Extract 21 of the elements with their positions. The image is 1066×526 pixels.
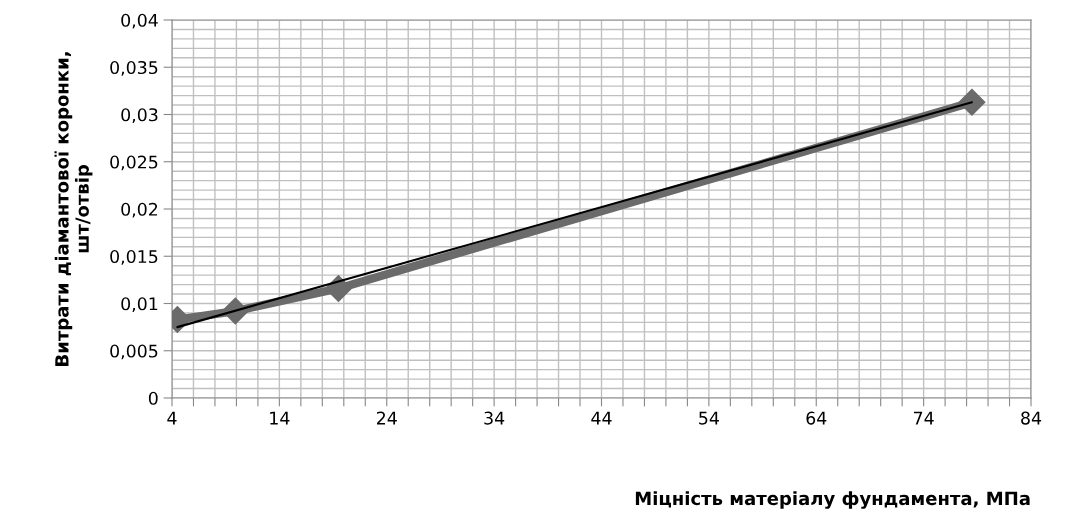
- y-axis-title: Витрати діамантової коронки, шт/отвір: [54, 52, 93, 366]
- x-tick-label: 4: [167, 411, 177, 425]
- y-tick-label: 0,015: [110, 249, 158, 265]
- x-tick-label: 54: [699, 411, 719, 425]
- x-tick-label: 64: [806, 411, 827, 425]
- x-tick-label: 44: [591, 411, 612, 425]
- y-tick-label: 0,01: [121, 297, 158, 313]
- x-tick-label: 24: [376, 411, 397, 425]
- y-tick-label: 0,035: [110, 60, 158, 76]
- x-tick-label: 34: [484, 411, 505, 425]
- y-tick-label: 0,04: [121, 13, 158, 29]
- x-tick-label: 74: [914, 411, 934, 425]
- y-tick-label: 0,02: [121, 202, 158, 218]
- y-tick-label: 0,025: [110, 155, 158, 171]
- y-tick-label: 0: [148, 391, 158, 405]
- y-tick-label: 0,03: [121, 108, 158, 124]
- point: [958, 88, 986, 116]
- x-tick-label: 84: [1021, 411, 1042, 425]
- y-tick-label: 0,005: [110, 344, 158, 360]
- x-axis-title: Міцність матеріалу фундамента, МПа: [635, 491, 1030, 509]
- x-tick-label: 14: [270, 411, 290, 425]
